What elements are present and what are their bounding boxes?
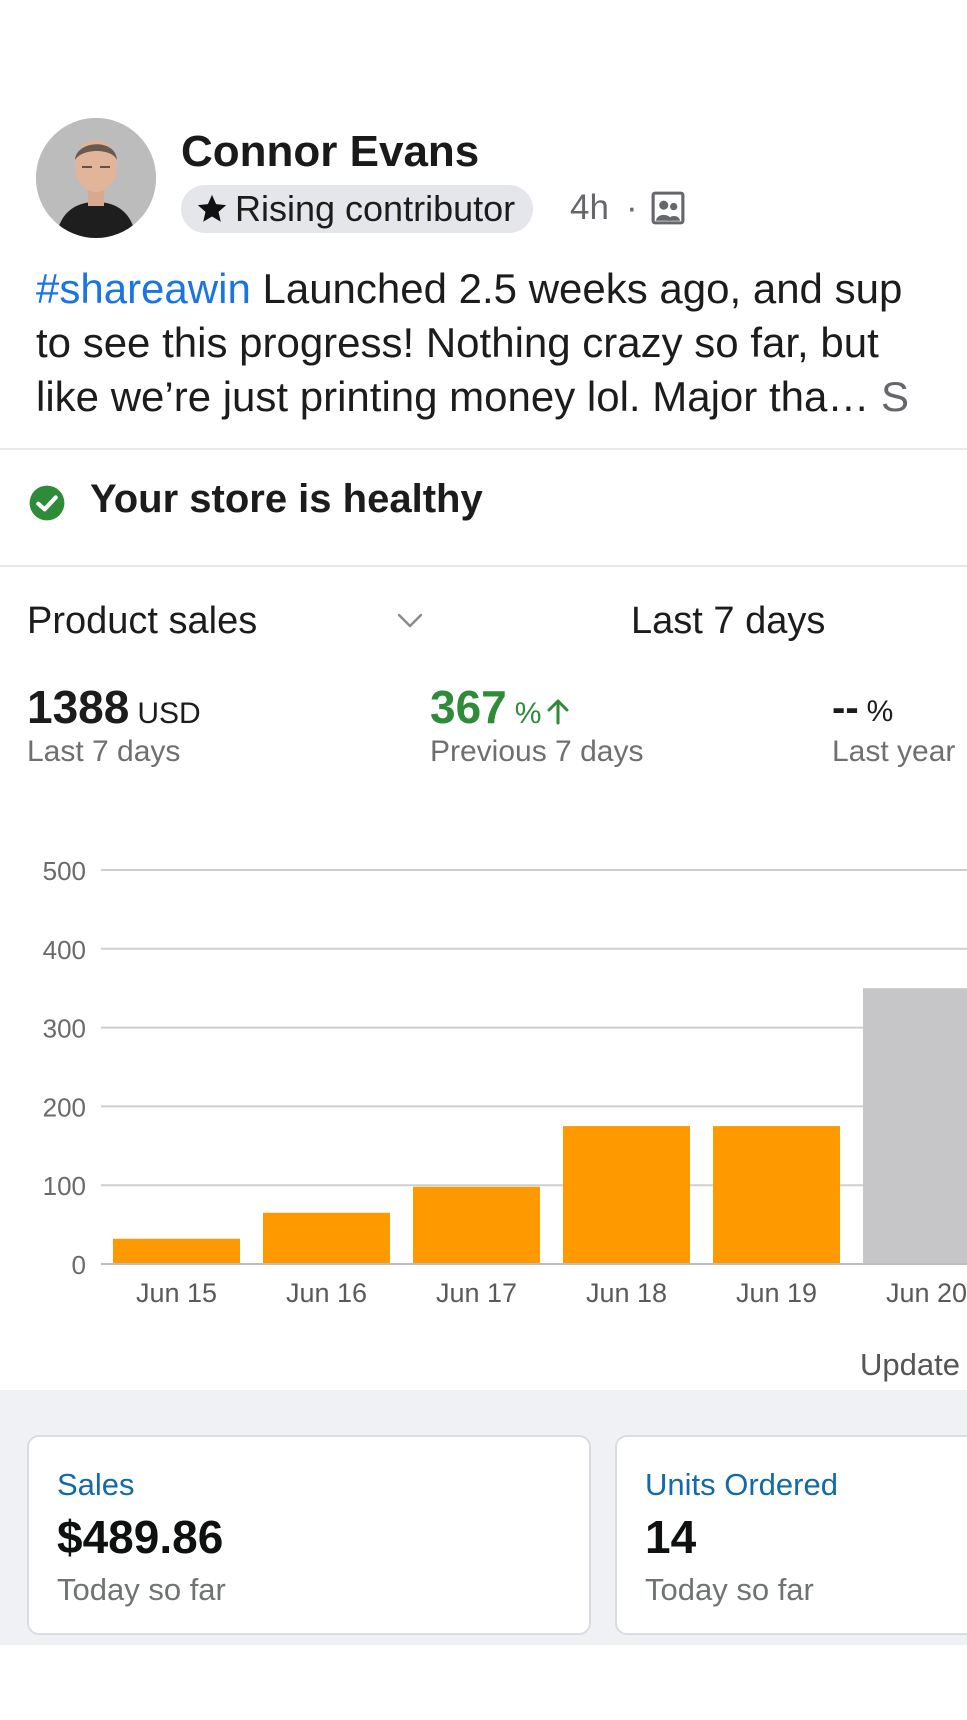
stat-caption: Previous 7 days: [430, 735, 644, 768]
y-tick-label: 400: [43, 935, 86, 965]
stat-number: --: [832, 686, 859, 730]
bar[interactable]: [863, 988, 967, 1264]
stat-unit: %: [514, 697, 542, 730]
hashtag-link[interactable]: #shareawin: [36, 265, 251, 312]
stat-number: 367: [430, 681, 507, 733]
star-icon: [197, 194, 227, 222]
units-ordered-card[interactable]: Units Ordered 14 Today so far: [615, 1435, 967, 1635]
post-body: #shareawin Launched 2.5 weeks ago, and s…: [36, 262, 967, 424]
card-caption: Today so far: [57, 1572, 226, 1607]
stat-caption: Last 7 days: [27, 735, 181, 768]
stat-caption: Last year: [832, 735, 956, 768]
stat-unit: USD: [137, 697, 201, 730]
check-circle-icon: [29, 485, 65, 521]
x-tick-label: Jun 19: [736, 1278, 817, 1308]
bar[interactable]: [413, 1186, 540, 1264]
sales-card[interactable]: Sales $489.86 Today so far: [27, 1435, 591, 1635]
stat-value-total: 1388 USD: [27, 680, 201, 734]
see-more-link[interactable]: S: [869, 373, 910, 420]
card-label[interactable]: Sales: [57, 1467, 135, 1502]
updated-label: Update: [860, 1347, 960, 1382]
meta-separator: ·: [626, 188, 638, 227]
arrow-up-icon: [547, 699, 569, 725]
post-timestamp[interactable]: 4h: [570, 188, 609, 227]
post-line-1: #shareawin Launched 2.5 weeks ago, and s…: [36, 262, 967, 316]
period-dropdown[interactable]: Last 7 days: [631, 600, 826, 642]
stat-unit: %: [866, 695, 894, 728]
x-tick-label: Jun 16: [286, 1278, 367, 1308]
post-divider: [0, 448, 967, 450]
metric-dropdown[interactable]: Product sales: [27, 600, 258, 642]
contributor-badge[interactable]: Rising contributor: [181, 185, 534, 233]
post-line-3: like we’re just printing money lol. Majo…: [36, 370, 967, 424]
post-line-1-text: Launched 2.5 weeks ago, and sup: [250, 265, 903, 312]
x-tick-label: Jun 18: [586, 1278, 667, 1308]
y-tick-label: 100: [43, 1171, 86, 1201]
bar[interactable]: [563, 1126, 690, 1264]
y-tick-label: 500: [43, 856, 86, 886]
store-health-status: Your store is healthy: [90, 477, 483, 521]
bar[interactable]: [113, 1238, 240, 1264]
x-tick-label: Jun 17: [436, 1278, 517, 1308]
sales-bar-chart: 0 100 200 300 400 500 Jun 15 Jun 16 Jun 17 Jun 18…: [43, 856, 967, 1308]
post-line-2: to see this progress! Nothing crazy so f…: [36, 319, 879, 366]
stat-value-last-year: --%: [832, 686, 893, 731]
card-caption: Today so far: [645, 1572, 814, 1607]
author-name[interactable]: Connor Evans: [181, 127, 480, 176]
card-value: $489.86: [57, 1511, 224, 1563]
chevron-down-icon[interactable]: [395, 610, 425, 632]
author-avatar[interactable]: [36, 118, 156, 238]
x-tick-label: Jun 15: [136, 1278, 217, 1308]
post-line-3-text: like we’re just printing money lol. Majo…: [36, 373, 870, 420]
bar[interactable]: [263, 1212, 390, 1264]
card-label[interactable]: Units Ordered: [645, 1467, 838, 1502]
x-tick-label: Jun 20: [886, 1278, 967, 1308]
stat-value-change: 367%: [430, 680, 571, 734]
stat-number: 1388: [27, 681, 130, 733]
group-icon[interactable]: [651, 191, 685, 225]
y-tick-label: 200: [43, 1092, 86, 1122]
bar[interactable]: [713, 1126, 840, 1264]
badge-label: Rising contributor: [235, 188, 516, 229]
y-tick-label: 300: [43, 1014, 86, 1044]
card-value: 14: [645, 1511, 697, 1563]
y-tick-label: 0: [72, 1250, 86, 1280]
person-portrait-icon: [36, 118, 156, 238]
section-divider: [0, 565, 967, 567]
